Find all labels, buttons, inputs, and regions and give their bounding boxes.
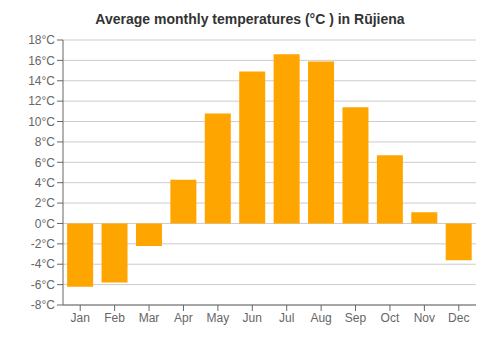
svg-text:14°C: 14°C [28, 74, 55, 88]
svg-text:Jun: Jun [243, 311, 262, 325]
svg-text:Nov: Nov [414, 311, 435, 325]
svg-text:Dec: Dec [448, 311, 469, 325]
svg-text:-4°C: -4°C [31, 257, 55, 271]
svg-text:-2°C: -2°C [31, 237, 55, 251]
svg-text:18°C: 18°C [28, 33, 55, 47]
svg-text:Aug: Aug [310, 311, 331, 325]
svg-text:0°C: 0°C [35, 217, 55, 231]
svg-text:-8°C: -8°C [31, 298, 55, 312]
svg-text:6°C: 6°C [35, 156, 55, 170]
svg-text:Jul: Jul [279, 311, 294, 325]
svg-text:Feb: Feb [104, 311, 125, 325]
svg-text:16°C: 16°C [28, 54, 55, 68]
svg-text:Jan: Jan [71, 311, 90, 325]
svg-text:2°C: 2°C [35, 196, 55, 210]
html-text:Average monthly temperatures (: Average monthly temperatures (°C ) in Rū… [95, 11, 405, 27]
svg-text:4°C: 4°C [35, 176, 55, 190]
svg-text:-6°C: -6°C [31, 278, 55, 292]
svg-text:Oct: Oct [381, 311, 400, 325]
svg-text:12°C: 12°C [28, 94, 55, 108]
svg-text:8°C: 8°C [35, 135, 55, 149]
svg-text:Mar: Mar [139, 311, 160, 325]
svg-text:Sep: Sep [345, 311, 367, 325]
svg-text:Apr: Apr [174, 311, 193, 325]
svg-text:May: May [207, 311, 230, 325]
svg-text:10°C: 10°C [28, 115, 55, 129]
